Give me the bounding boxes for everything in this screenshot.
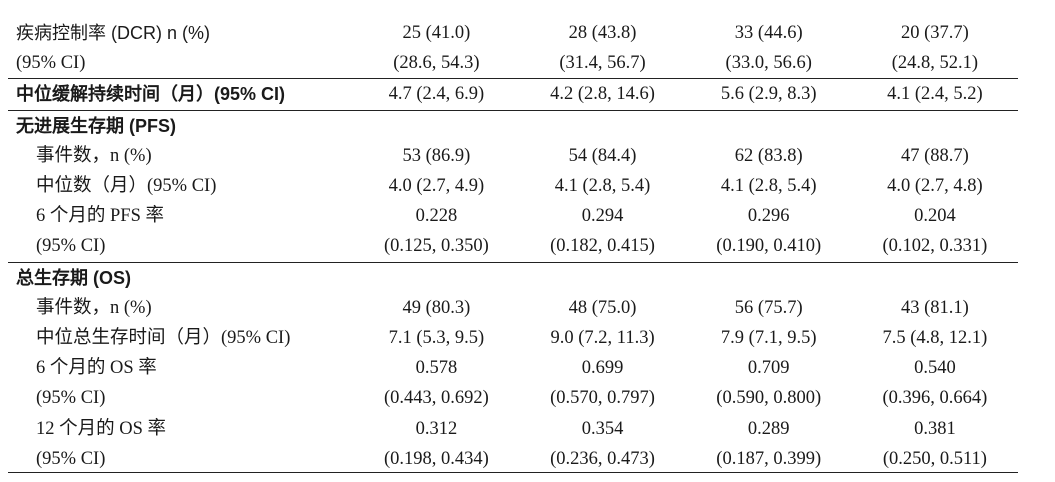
table-cell: (24.8, 52.1) (851, 48, 1018, 80)
table-cell: 4.1 (2.8, 5.4) (720, 176, 817, 197)
section-header-pfs: 无进展生存期 (PFS) (8, 110, 1018, 141)
row-label: 疾病控制率 (DCR) n (%) (16, 23, 210, 44)
table-cell: 0.228 (415, 206, 458, 227)
table-cell: (28.6, 54.3) (353, 48, 520, 80)
row-label: (95% CI) (8, 231, 354, 263)
table-cell: 0.699 (581, 358, 624, 379)
row-label: 中位缓解持续时间（月）(95% CI) (8, 78, 354, 111)
row-label: (95% CI) (36, 388, 106, 409)
table-cell: 54 (84.4) (568, 145, 637, 166)
table-row: 事件数，n (%) 53 (86.9) 54 (84.4) 62 (83.8) … (8, 141, 1018, 171)
table-cell: 7.9 (7.1, 9.5) (720, 327, 817, 348)
section-title: 无进展生存期 (PFS) (16, 115, 176, 136)
table-cell: (0.102, 0.331) (851, 231, 1018, 263)
table-row: 12 个月的 OS 率 0.312 0.354 0.289 0.381 (8, 413, 1018, 443)
table-row: (95% CI) (0.443, 0.692) (0.570, 0.797) (… (8, 383, 1018, 413)
table-row: 中位总生存时间（月）(95% CI) 7.1 (5.3, 9.5) 9.0 (7… (8, 323, 1018, 353)
row-label: (95% CI) (36, 448, 106, 469)
row-label: 中位数（月）(95% CI) (36, 176, 217, 197)
table-row: (95% CI) (0.198, 0.434) (0.236, 0.473) (… (8, 444, 1018, 474)
table-cell: 9.0 (7.2, 11.3) (550, 327, 655, 348)
table-cell: 48 (75.0) (568, 297, 637, 318)
table-cell: 0.296 (747, 206, 790, 227)
table-cell: 0.578 (415, 358, 458, 379)
table-cell: (0.250, 0.511) (882, 448, 987, 469)
results-table: 疾病控制率 (DCR) n (%) 25 (41.0) 28 (43.8) 33… (8, 18, 1018, 474)
table-row: 中位数（月）(95% CI) 4.0 (2.7, 4.9) 4.1 (2.8, … (8, 171, 1018, 201)
table-row: 6 个月的 OS 率 0.578 0.699 0.709 0.540 (8, 353, 1018, 383)
table-row: (95% CI) (0.125, 0.350) (0.182, 0.415) (… (8, 231, 1018, 263)
table-cell: 47 (88.7) (900, 145, 969, 166)
table-cell: 4.0 (2.7, 4.9) (388, 176, 485, 197)
table-bottom-rule (8, 472, 1018, 473)
table-cell: 0.381 (914, 418, 956, 439)
table-cell: 33 (44.6) (734, 23, 803, 44)
table-cell: 4.0 (2.7, 4.8) (887, 176, 983, 197)
table-cell: 4.1 (2.4, 5.2) (851, 78, 1018, 111)
table-row-dcr-ci: (95% CI) (28.6, 54.3) (31.4, 56.7) (33.0… (8, 48, 1018, 80)
table-cell: 43 (81.1) (900, 297, 969, 318)
table-cell: 4.1 (2.8, 5.4) (554, 176, 651, 197)
table-cell: (0.182, 0.415) (519, 231, 686, 263)
table-cell: 0.540 (914, 358, 956, 379)
table-cell: 20 (37.7) (900, 23, 969, 44)
row-label: (95% CI) (8, 48, 354, 80)
table-cell: 0.709 (747, 358, 790, 379)
table-cell: 0.204 (914, 206, 956, 227)
row-label: 事件数，n (%) (36, 145, 152, 166)
table-cell: (0.396, 0.664) (882, 388, 988, 409)
table-cell: (31.4, 56.7) (519, 48, 686, 80)
section-header-os: 总生存期 (OS) (8, 262, 1018, 293)
table-cell: 25 (41.0) (402, 23, 471, 44)
table-cell: 0.294 (581, 206, 624, 227)
table-cell: (0.125, 0.350) (353, 231, 520, 263)
table-row-dcr: 疾病控制率 (DCR) n (%) 25 (41.0) 28 (43.8) 33… (8, 18, 1018, 48)
table-cell: (33.0, 56.6) (685, 48, 852, 80)
row-label: 事件数，n (%) (36, 297, 152, 318)
row-label: 中位总生存时间（月）(95% CI) (36, 327, 291, 348)
table-cell: 4.2 (2.8, 14.6) (519, 78, 686, 111)
table-cell: 62 (83.8) (734, 145, 803, 166)
table-cell: (0.443, 0.692) (383, 388, 489, 409)
table-cell: (0.198, 0.434) (383, 448, 489, 469)
table-cell: 28 (43.8) (568, 23, 637, 44)
row-label: 6 个月的 OS 率 (36, 358, 157, 379)
row-label: 12 个月的 OS 率 (36, 418, 167, 439)
table-cell: (0.590, 0.800) (716, 388, 822, 409)
table-cell: 0.312 (415, 418, 458, 439)
table-cell: (0.570, 0.797) (550, 388, 655, 409)
table-cell: 49 (80.3) (402, 297, 471, 318)
table-cell: 53 (86.9) (402, 145, 471, 166)
table-cell: 56 (75.7) (734, 297, 803, 318)
table-cell: 7.5 (4.8, 12.1) (882, 327, 988, 348)
table-cell: (0.236, 0.473) (550, 448, 655, 469)
section-title: 总生存期 (OS) (16, 267, 131, 288)
table-cell: 0.354 (581, 418, 624, 439)
table-cell: 0.289 (747, 418, 790, 439)
table-cell: 4.7 (2.4, 6.9) (353, 78, 520, 111)
table-cell: 5.6 (2.9, 8.3) (685, 78, 852, 111)
table-cell: 7.1 (5.3, 9.5) (388, 327, 485, 348)
table-cell: (0.187, 0.399) (716, 448, 822, 469)
table-cell: (0.190, 0.410) (685, 231, 852, 263)
table-row: 事件数，n (%) 49 (80.3) 48 (75.0) 56 (75.7) … (8, 293, 1018, 323)
table-row: 6 个月的 PFS 率 0.228 0.294 0.296 0.204 (8, 201, 1018, 231)
row-label: 6 个月的 PFS 率 (36, 206, 164, 227)
table-row-median-dor: 中位缓解持续时间（月）(95% CI) 4.7 (2.4, 6.9) 4.2 (… (8, 78, 1018, 111)
